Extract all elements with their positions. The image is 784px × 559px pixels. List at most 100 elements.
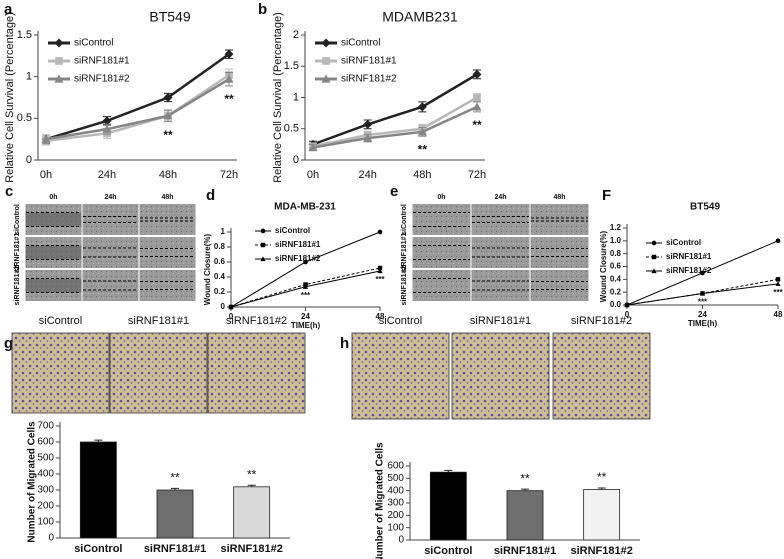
chart-title: BT549 xyxy=(149,9,190,25)
y-tick-label: 0 xyxy=(293,154,299,166)
y-tick-label: 700 xyxy=(37,421,54,432)
microscopy-image xyxy=(530,270,589,301)
x-tick-label: 24 xyxy=(301,312,310,321)
x-tick-label: siRNF181#2 xyxy=(220,543,282,555)
x-tick-label: siRNF181#2 xyxy=(570,545,632,557)
y-tick-label: 1.5 xyxy=(17,29,32,41)
column-label: 0h xyxy=(49,194,57,201)
y-tick-label: 0.5 xyxy=(284,123,299,135)
y-tick-label: 0 xyxy=(221,302,226,311)
wound-area xyxy=(25,212,82,227)
microscopy-image xyxy=(412,237,471,268)
panel-letter: d xyxy=(206,187,215,204)
error-bar xyxy=(94,439,103,442)
legend-label: siRNF181#2 xyxy=(666,266,712,275)
bar xyxy=(79,441,117,539)
microscopy-image xyxy=(351,332,450,420)
bar xyxy=(233,486,271,539)
y-tick-label: 600 xyxy=(37,437,54,448)
marker xyxy=(41,134,51,143)
x-tick-label: 0 xyxy=(625,310,630,319)
marker xyxy=(302,284,309,289)
image-label: siRNF181#1 xyxy=(470,315,531,327)
x-tick-label: siControl xyxy=(424,545,472,557)
marker xyxy=(377,268,383,274)
image-label: siRNF181#2 xyxy=(571,315,632,327)
y-axis-label: Wound Closure(%) xyxy=(203,233,212,305)
row-label: siRNF181#1 xyxy=(14,233,21,273)
row-label: siControl xyxy=(14,204,21,235)
marker xyxy=(102,116,112,126)
series-line xyxy=(230,270,381,308)
panel-letter: c xyxy=(5,183,13,200)
column-label: 24h xyxy=(104,194,116,201)
marker xyxy=(775,281,781,286)
y-tick-label: 500 xyxy=(37,453,54,464)
series-line xyxy=(312,96,478,148)
y-tick-label: 1.5 xyxy=(284,60,299,72)
y-tick-label: 0.8 xyxy=(610,249,622,258)
column-label: 48h xyxy=(161,194,173,201)
y-axis-label: Relative Cell Survival (Percentage) xyxy=(272,12,284,183)
image-label: siControl xyxy=(39,315,82,327)
y-axis-label: Number of Migrated Cells xyxy=(375,442,386,559)
marker xyxy=(775,277,781,282)
y-axis-label: Number of Migrated Cells xyxy=(27,421,38,543)
marker xyxy=(472,102,482,111)
y-tick-label: 0.2 xyxy=(214,287,226,296)
legend-label: siRNF181#2 xyxy=(74,74,130,85)
panel-letter: g xyxy=(4,335,13,352)
marker xyxy=(651,254,657,260)
error-bar xyxy=(247,484,256,487)
x-tick-label: 48h xyxy=(159,169,177,181)
x-tick-label: 48 xyxy=(774,310,783,319)
column-label: 48h xyxy=(553,194,565,201)
y-tick-label: 0.4 xyxy=(610,274,622,283)
marker xyxy=(377,265,383,271)
y-tick-label: 1.0 xyxy=(610,236,622,245)
microscopy-image xyxy=(412,204,471,235)
series-line xyxy=(45,73,230,143)
panel-letter: h xyxy=(340,335,349,352)
significance-label: ** xyxy=(418,142,428,156)
marker xyxy=(651,268,657,274)
chart-title: MDAMB231 xyxy=(382,9,458,25)
chart-title: BT549 xyxy=(690,202,720,213)
row-label: siRNF181#1 xyxy=(401,233,408,273)
y-tick-label: 0.4 xyxy=(214,272,226,281)
x-tick-label: siRNF181#1 xyxy=(144,543,206,555)
marker xyxy=(228,304,234,310)
panel-letter: e xyxy=(390,183,398,200)
marker xyxy=(472,69,482,79)
column-label: 24h xyxy=(494,194,506,201)
marker xyxy=(699,290,706,296)
microscopy-image xyxy=(530,237,589,268)
x-tick-label: 24 xyxy=(698,310,707,319)
significance-label: ** xyxy=(224,92,234,106)
x-tick-label: 24h xyxy=(358,169,376,181)
x-tick-label: 0h xyxy=(307,169,319,181)
y-tick-label: 2 xyxy=(293,29,299,41)
row-label: siRNF181#2 xyxy=(14,266,21,306)
microscopy-image xyxy=(471,270,530,301)
microscopy-image xyxy=(471,204,530,235)
legend-label: siRNF181#2 xyxy=(341,74,397,85)
series-line xyxy=(312,105,478,149)
row-label: siControl xyxy=(401,204,408,235)
marker xyxy=(775,238,781,244)
y-tick-label: 0 xyxy=(398,535,404,546)
microscopy-image xyxy=(451,332,550,420)
y-tick-label: 200 xyxy=(387,510,404,521)
marker xyxy=(308,143,318,152)
bar xyxy=(156,489,194,539)
microscopy-image xyxy=(412,270,471,301)
microscopy-image xyxy=(139,237,196,268)
legend-label: siControl xyxy=(74,38,113,49)
marker xyxy=(700,270,705,276)
x-tick-label: 48 xyxy=(376,312,385,321)
marker xyxy=(303,259,308,265)
significance-label: ** xyxy=(597,470,607,484)
x-tick-label: 24h xyxy=(98,169,116,181)
bar xyxy=(429,471,467,541)
y-tick-label: 0.8 xyxy=(214,242,226,251)
